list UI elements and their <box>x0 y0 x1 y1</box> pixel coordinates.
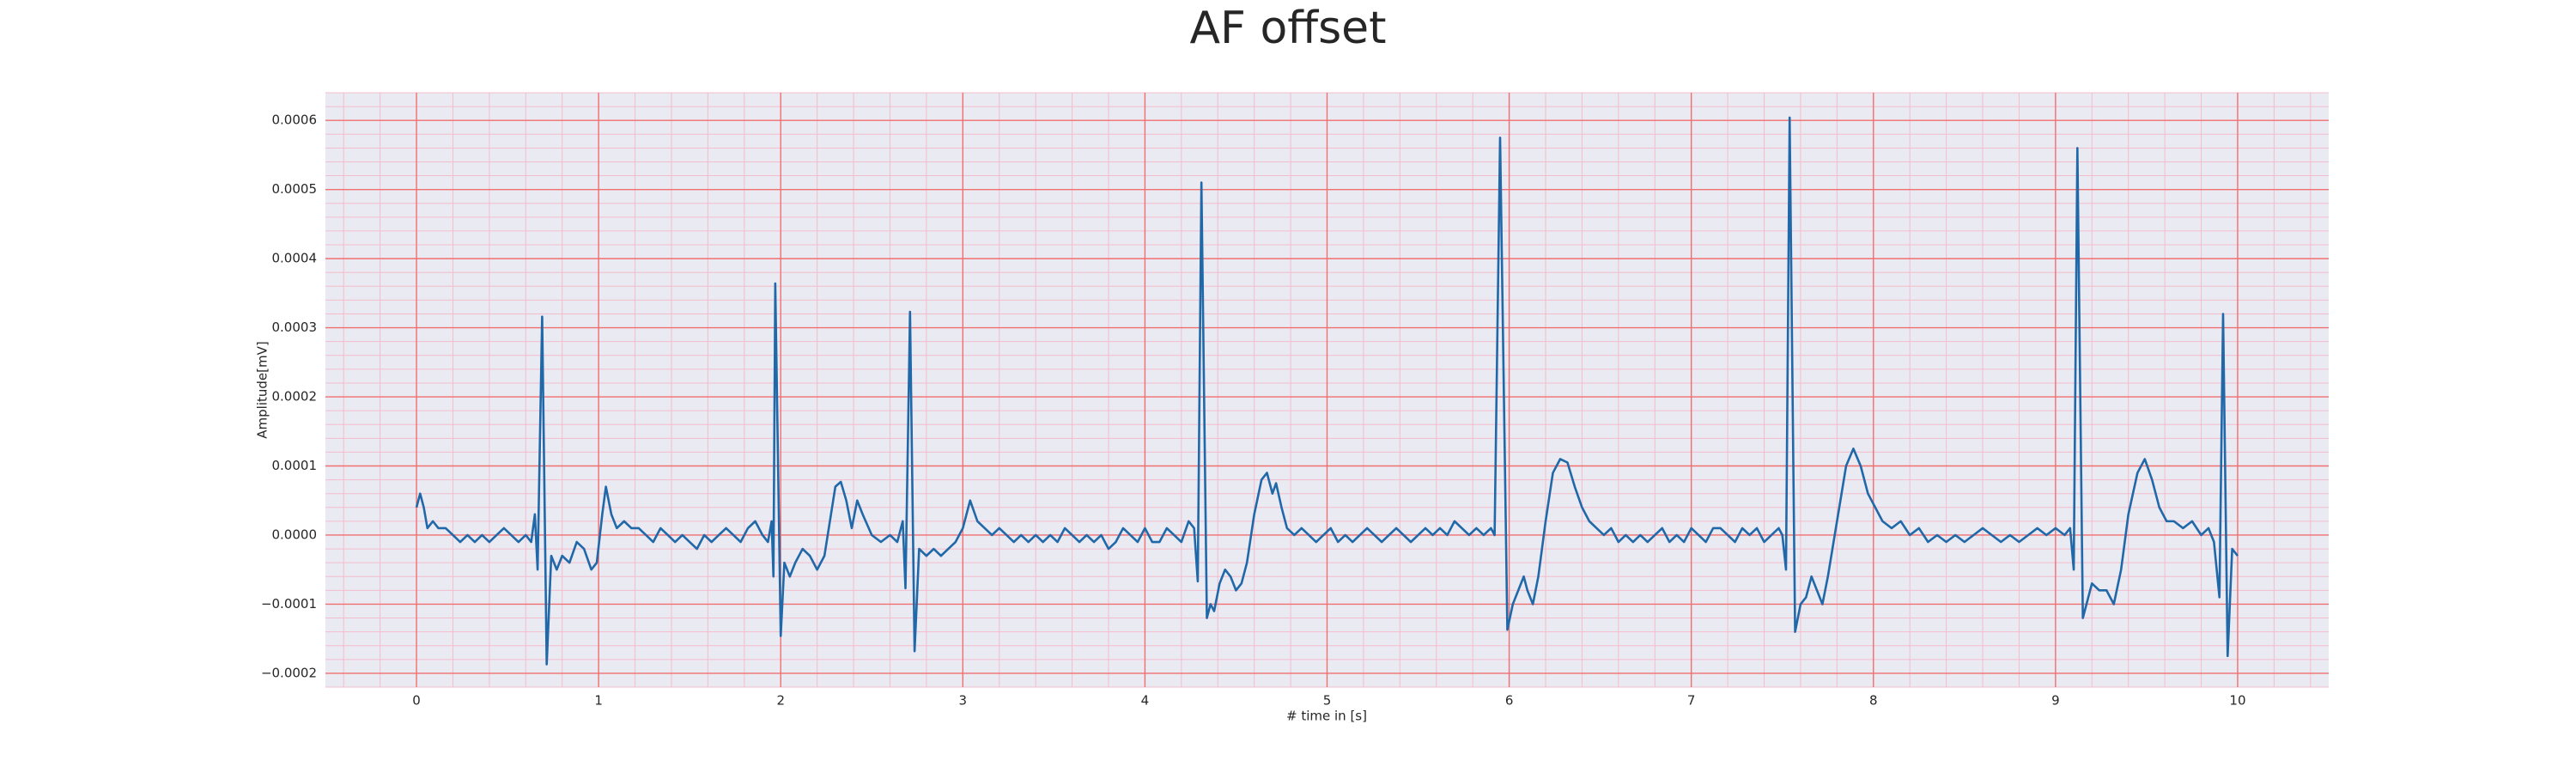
x-tick-label: 0 <box>412 693 421 709</box>
x-axis-label: # time in [s] <box>1286 709 1367 724</box>
y-tick-label: 0.0003 <box>272 320 318 335</box>
y-tick-label: −0.0001 <box>261 596 317 612</box>
x-tick-label: 2 <box>776 693 785 709</box>
y-tick-label: 0.0004 <box>272 251 318 266</box>
y-tick-label: −0.0002 <box>261 665 317 680</box>
grid <box>325 92 2329 688</box>
x-tick-label: 10 <box>2229 693 2245 709</box>
y-tick-label: 0.0001 <box>272 458 318 473</box>
chart-title: AF offset <box>1189 3 1386 54</box>
x-tick-label: 1 <box>594 693 603 709</box>
labels: 0 1 2 3 4 5 6 7 8 9 10 −0.0002 −0.0001 0.0000 0.0001 0.… <box>261 113 2246 709</box>
marks <box>415 116 2239 666</box>
x-tick-label: 6 <box>1505 693 1514 709</box>
line <box>415 116 2239 666</box>
x-tick-label: 3 <box>959 693 968 709</box>
y-tick-label: 0.0005 <box>272 181 318 197</box>
y-tick-label: 0.0002 <box>272 389 318 405</box>
x-tick-label: 8 <box>1869 693 1878 709</box>
y-tick-label: 0.0000 <box>272 526 318 542</box>
x-tick-label: 7 <box>1687 693 1696 709</box>
x-tick-label: 9 <box>2051 693 2060 709</box>
x-tick-label: 5 <box>1323 693 1332 709</box>
y-axis-label: Amplitude[mV] <box>255 341 270 438</box>
x-tick-label: 4 <box>1141 693 1150 709</box>
y-tick-label: 0.0006 <box>272 113 318 128</box>
